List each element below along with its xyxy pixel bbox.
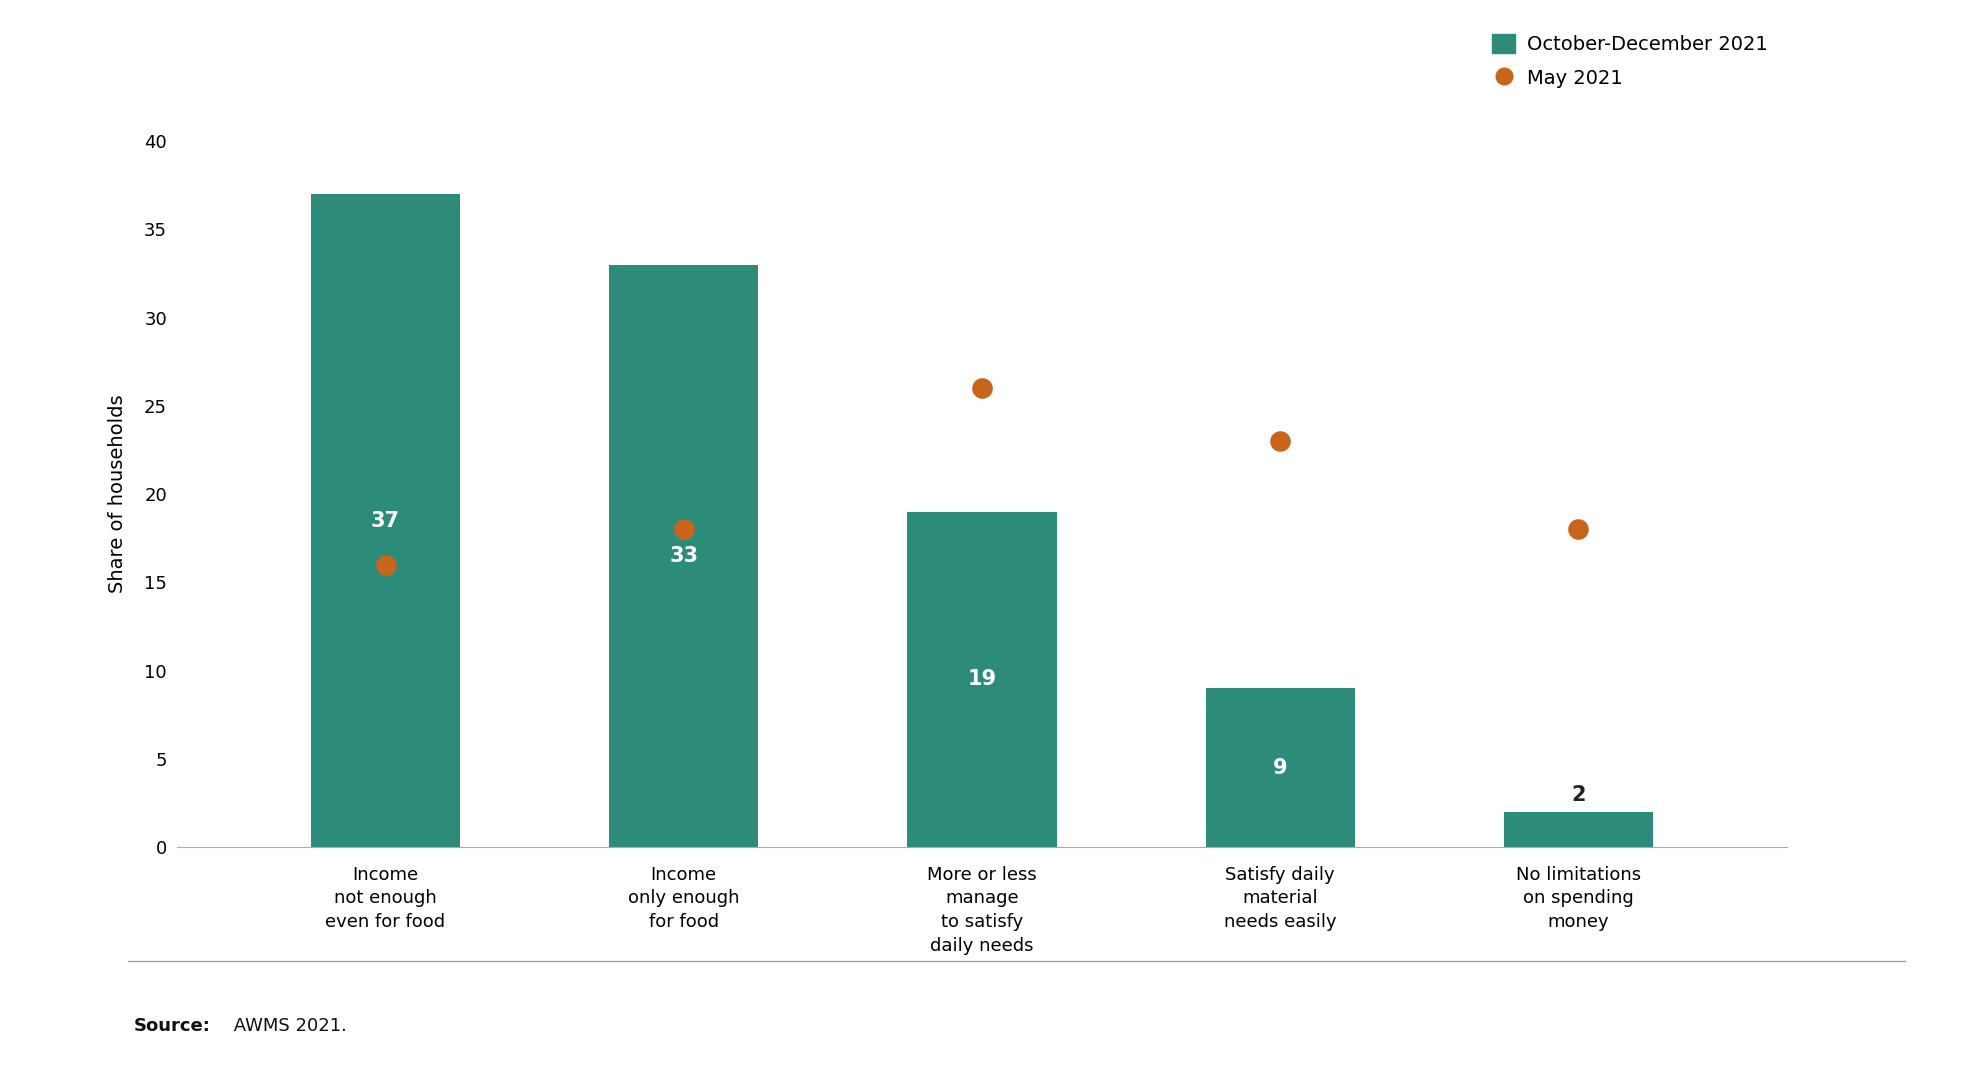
Point <box>966 379 998 396</box>
Legend: October-December 2021, May 2021: October-December 2021, May 2021 <box>1483 24 1777 98</box>
Bar <box>609 265 758 847</box>
Point <box>1265 432 1296 450</box>
Text: Source:: Source: <box>134 1018 210 1035</box>
Point <box>369 556 401 573</box>
Text: AWMS 2021.: AWMS 2021. <box>228 1018 348 1035</box>
Point <box>1563 520 1595 538</box>
Text: 9: 9 <box>1273 758 1288 778</box>
Bar <box>310 194 460 847</box>
Bar <box>1504 812 1654 847</box>
Text: 19: 19 <box>968 669 996 690</box>
Text: 37: 37 <box>371 510 401 531</box>
Bar <box>907 512 1057 847</box>
Bar <box>1206 689 1355 847</box>
Text: 33: 33 <box>670 546 699 566</box>
Y-axis label: Share of households: Share of households <box>108 395 128 593</box>
Point <box>668 520 699 538</box>
Text: 2: 2 <box>1571 785 1585 805</box>
